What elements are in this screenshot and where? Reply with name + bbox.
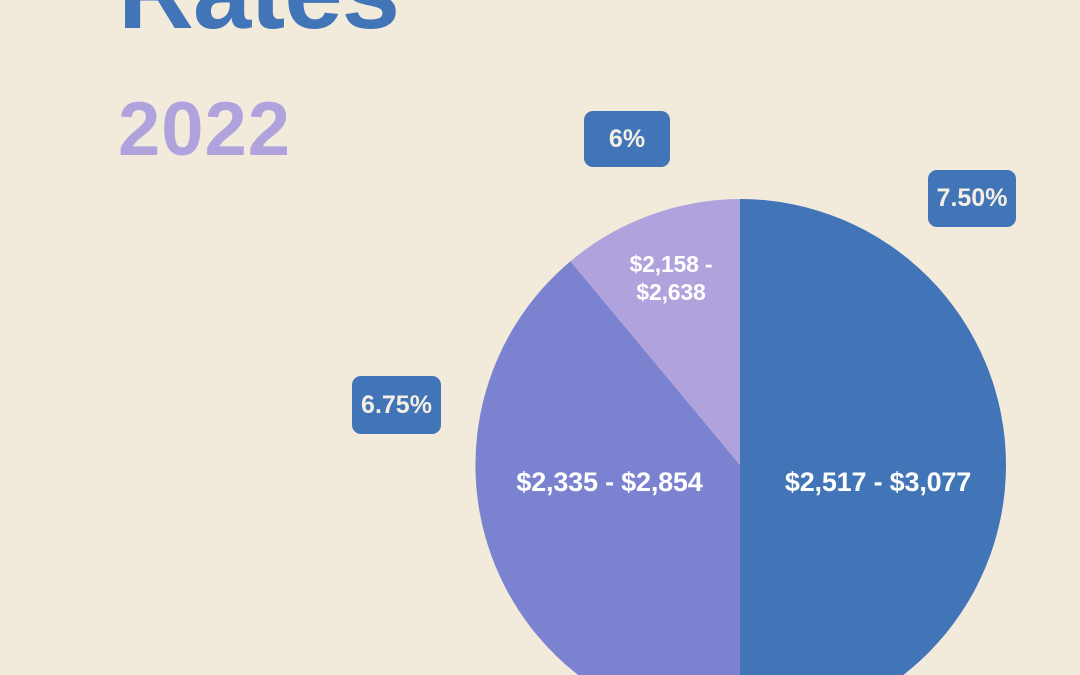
pie-chart [474, 199, 1006, 675]
page-title: Rates [118, 0, 638, 45]
pie-chart-svg [475, 199, 1006, 675]
pie-slice-rate-7-50[interactable] [740, 199, 1006, 675]
pie-slice-rate-6-75[interactable] [475, 261, 740, 675]
percentage-badge-7-50[interactable]: 7.50% [928, 170, 1016, 227]
percentage-badge-6-75[interactable]: 6.75% [352, 376, 441, 434]
percentage-badge-6[interactable]: 6% [584, 111, 670, 167]
chart-year-subtitle: 2022 [118, 87, 292, 172]
headline-block: Rates [118, 0, 638, 45]
pie-slice-rate-6[interactable] [570, 199, 741, 465]
